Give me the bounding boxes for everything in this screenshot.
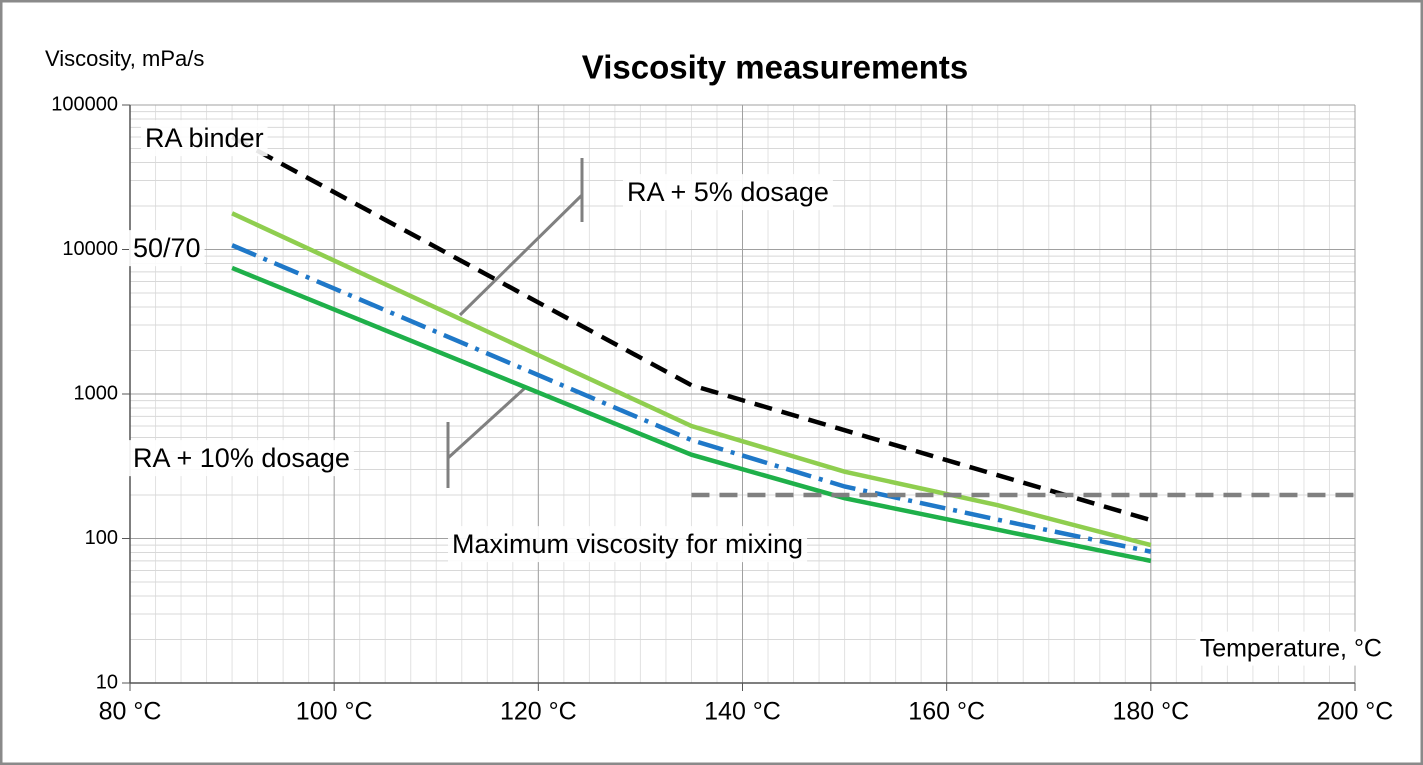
x-axis-label: Temperature, °C <box>1200 635 1382 663</box>
x-tick-label: 180 °C <box>1112 698 1189 726</box>
y-tick-label: 100000 <box>51 93 118 115</box>
label-background <box>141 120 268 157</box>
series-label: RA binder <box>145 123 264 153</box>
x-tick-label: 200 °C <box>1317 698 1394 726</box>
series-label: RA + 10% dosage <box>133 443 350 473</box>
x-tick-label: 160 °C <box>908 698 985 726</box>
label-background <box>623 174 833 211</box>
series-label: RA + 5% dosage <box>627 177 829 207</box>
y-tick-label: 10000 <box>62 238 118 260</box>
label-background <box>129 440 354 477</box>
y-tick-label: 10 <box>96 671 118 693</box>
label-background <box>129 230 205 267</box>
y-axis-label: Viscosity, mPa/s <box>45 46 204 71</box>
series-label: Maximum viscosity for mixing <box>452 529 803 559</box>
series-label: 50/70 <box>133 233 201 263</box>
series-line <box>231 243 1152 554</box>
series-line <box>231 135 1152 523</box>
label-background <box>1195 631 1386 666</box>
label-background <box>448 526 808 563</box>
x-tick-label: 140 °C <box>704 698 781 726</box>
x-tick-label: 100 °C <box>296 698 373 726</box>
leader-line <box>458 193 584 317</box>
y-tick-label: 100 <box>85 527 118 549</box>
x-tick-label: 80 °C <box>99 698 162 726</box>
chart-title: Viscosity measurements <box>582 49 968 86</box>
x-tick-label: 120 °C <box>500 698 577 726</box>
series-line <box>231 265 1152 564</box>
leader-line <box>446 386 527 460</box>
y-tick-label: 1000 <box>74 382 119 404</box>
series-line <box>231 211 1152 548</box>
